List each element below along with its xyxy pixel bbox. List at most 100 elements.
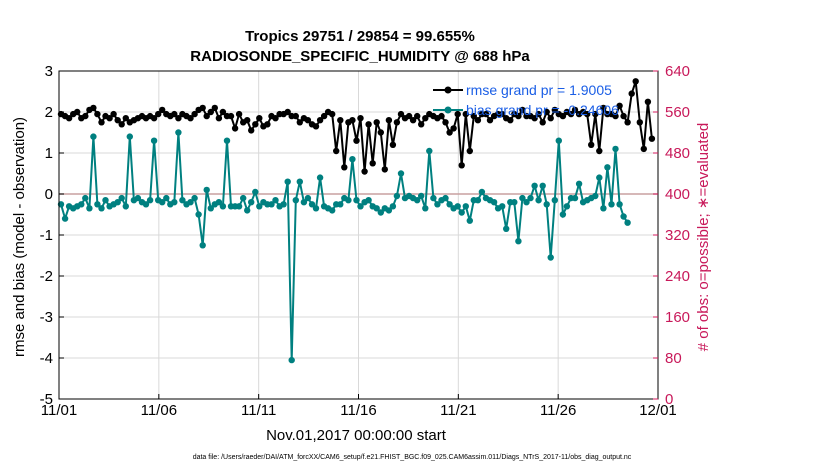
bias-point: [240, 194, 247, 202]
rmse-point: [438, 112, 445, 120]
bias-point: [329, 207, 336, 214]
rmse-point: [304, 117, 312, 124]
rmse-point: [227, 112, 235, 120]
rmse-point: [612, 112, 619, 120]
bias-point: [316, 174, 324, 181]
rmse-point: [584, 110, 591, 118]
bias-point: [458, 209, 465, 216]
rmse-point: [397, 110, 405, 118]
bias-point: [284, 178, 291, 185]
bias-point: [551, 197, 558, 204]
rmse-point: [596, 147, 603, 155]
bias-point: [523, 199, 530, 206]
bias-point: [159, 199, 166, 206]
bias-point: [288, 356, 295, 364]
rmse-point: [82, 112, 89, 120]
rmse-point: [628, 90, 635, 97]
rmse-point: [466, 147, 473, 155]
rmse-point: [191, 110, 198, 118]
bias-point: [434, 201, 441, 208]
bias-point: [600, 205, 607, 212]
bias-point: [385, 207, 393, 214]
rmse-point: [539, 119, 546, 126]
rmse-point: [620, 112, 627, 120]
y-tick-label-right: 400: [665, 186, 690, 203]
bias-point: [61, 215, 69, 222]
bias-point: [126, 133, 133, 140]
bias-point: [191, 194, 198, 202]
bias-point: [171, 199, 178, 206]
bias-point: [430, 194, 437, 202]
rmse-point: [507, 117, 514, 124]
rmse-point: [389, 141, 397, 148]
bias-point: [312, 205, 320, 212]
bias-point: [519, 194, 526, 202]
rmse-point: [74, 108, 81, 116]
bias-point: [223, 137, 231, 144]
rmse-point: [252, 121, 259, 128]
x-tick-label: 11/16: [340, 402, 376, 419]
bias-point: [296, 178, 303, 185]
y-tick-label-left: 1: [45, 145, 53, 162]
x-tick-label: 12/01: [639, 402, 677, 419]
rmse-point: [219, 108, 227, 116]
rmse-point: [567, 110, 575, 118]
bias-point: [397, 170, 405, 177]
rmse-point: [353, 137, 360, 144]
bias-point: [219, 203, 227, 210]
bias-point: [94, 201, 101, 208]
bias-point: [575, 180, 583, 187]
bias-point: [377, 209, 384, 216]
bias-point: [142, 201, 150, 208]
bias-point: [207, 205, 214, 212]
y-axis-label-right: # of obs: o=possible; ∗=evaluated: [695, 123, 712, 352]
bias-point: [163, 194, 170, 202]
bias-point: [559, 211, 567, 218]
rmse-point: [531, 115, 538, 122]
rmse-point: [519, 106, 526, 114]
rmse-point: [114, 117, 121, 124]
bias-point: [292, 197, 299, 204]
rmse-point: [187, 115, 194, 122]
bias-point: [511, 199, 518, 206]
bias-point: [82, 194, 89, 202]
rmse-point: [414, 112, 421, 120]
rmse-point: [640, 145, 647, 153]
rmse-point: [94, 110, 101, 118]
rmse-point: [122, 115, 129, 122]
rmse-point: [470, 112, 477, 120]
rmse-point: [486, 117, 494, 124]
rmse-point: [547, 115, 554, 122]
rmse-point: [462, 110, 469, 118]
bias-point: [535, 197, 542, 204]
bias-point: [592, 192, 599, 200]
rmse-point: [272, 115, 279, 122]
rmse-point: [203, 112, 210, 120]
bias-point: [478, 188, 486, 196]
bias-point: [555, 137, 562, 144]
bias-point: [596, 174, 603, 181]
y-tick-label-left: -2: [40, 268, 53, 285]
bias-point: [418, 192, 425, 200]
legend-bias-label: bias grand pr = -0.24606: [466, 102, 619, 118]
rmse-point: [648, 135, 656, 142]
rmse-point: [235, 110, 243, 118]
bias-point: [389, 203, 397, 210]
rmse-point: [199, 104, 206, 112]
x-axis-label: Nov.01,2017 00:00:00 start: [266, 427, 447, 444]
rmse-point: [98, 119, 105, 126]
bias-point: [280, 201, 287, 208]
bias-point: [179, 197, 186, 204]
bias-point: [490, 199, 498, 206]
bias-point: [454, 203, 461, 210]
x-tick-label: 11/21: [440, 402, 476, 419]
rmse-point: [535, 110, 542, 118]
y-tick-label-left: 3: [45, 63, 53, 80]
rmse-point: [329, 110, 336, 118]
bias-point: [134, 194, 142, 202]
bias-point: [503, 225, 510, 232]
chart-title-line2: RADIOSONDE_SPECIFIC_HUMIDITY @ 688 hPa: [190, 48, 530, 65]
y-tick-label-left: 2: [45, 104, 53, 121]
rmse-point: [393, 119, 401, 126]
